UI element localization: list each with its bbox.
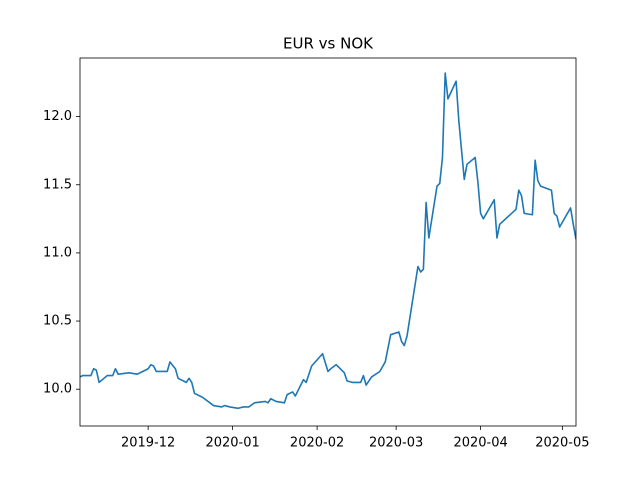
x-tick-label: 2020-05: [535, 436, 589, 451]
y-tick-label: 10.0: [43, 382, 72, 397]
x-tick-label: 2020-04: [453, 436, 507, 451]
x-tick-label: 2020-03: [369, 436, 423, 451]
x-tick-label: 2019-12: [121, 436, 175, 451]
series-line: [80, 72, 576, 410]
y-tick-label: 10.5: [43, 314, 72, 329]
y-tick-label: 11.5: [43, 177, 72, 192]
chart-title: EUR vs NOK: [283, 35, 374, 53]
x-tick-label: 2020-02: [290, 436, 344, 451]
plot-frame: [79, 57, 577, 427]
y-tick-label: 12.0: [43, 109, 72, 124]
x-tick-label: 2020-01: [205, 436, 259, 451]
y-tick-label: 11.0: [43, 245, 72, 260]
